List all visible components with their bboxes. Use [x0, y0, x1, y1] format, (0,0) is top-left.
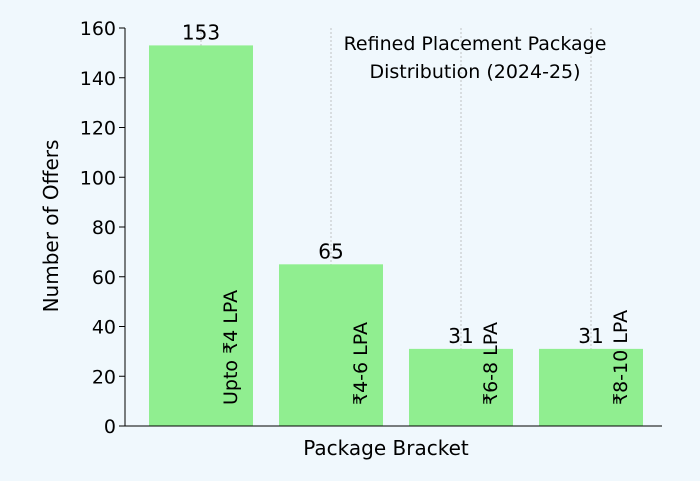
- bar-4: [539, 348, 643, 426]
- y-tick-label: 120: [80, 118, 116, 140]
- y-tick-label: 140: [80, 68, 116, 90]
- grid-lines: [200, 28, 592, 426]
- chart-title-line-1: Refined Placement Package: [344, 33, 607, 55]
- y-tick-label: 160: [80, 18, 116, 40]
- value-label-3: 31: [448, 324, 473, 348]
- bars: [149, 45, 643, 426]
- chart-title-line-2: Distribution (2024-25): [369, 61, 580, 83]
- y-tick-label: 60: [92, 267, 116, 289]
- y-axis-label: Number of Offers: [39, 140, 63, 313]
- y-tick-label: 0: [104, 416, 116, 438]
- value-label-4: 31: [578, 324, 603, 348]
- y-tick-label: 40: [92, 317, 116, 339]
- category-label-1: Upto ₹4 LPA: [220, 290, 242, 405]
- value-label-2: 65: [318, 239, 343, 263]
- bar-1: [149, 45, 253, 426]
- y-tick-label: 80: [92, 217, 116, 239]
- category-label-4: ₹8-10 LPA: [610, 310, 632, 405]
- x-axis-label: Package Bracket: [303, 436, 469, 460]
- category-label-3: ₹6-8 LPA: [480, 322, 502, 405]
- category-label-2: ₹4-6 LPA: [350, 322, 372, 405]
- bar-3: [409, 348, 513, 426]
- bar-2: [279, 264, 383, 426]
- value-labels: 153 65 31 31: [182, 20, 604, 347]
- y-tick-label: 20: [92, 366, 116, 388]
- y-tick-label: 100: [80, 167, 116, 189]
- category-labels: Upto ₹4 LPA ₹4-6 LPA ₹6-8 LPA ₹8-10 LPA: [220, 290, 632, 405]
- value-label-1: 153: [182, 20, 220, 44]
- y-ticks: 0 20 40 60 80 100 120 140 160: [80, 18, 125, 438]
